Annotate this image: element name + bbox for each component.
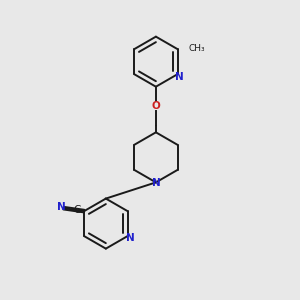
Text: N: N xyxy=(152,178,160,188)
Text: N: N xyxy=(175,71,183,82)
Text: O: O xyxy=(152,101,160,111)
Text: C: C xyxy=(73,205,80,215)
Text: CH₃: CH₃ xyxy=(189,44,206,53)
Text: N: N xyxy=(57,202,66,212)
Text: N: N xyxy=(126,233,135,244)
